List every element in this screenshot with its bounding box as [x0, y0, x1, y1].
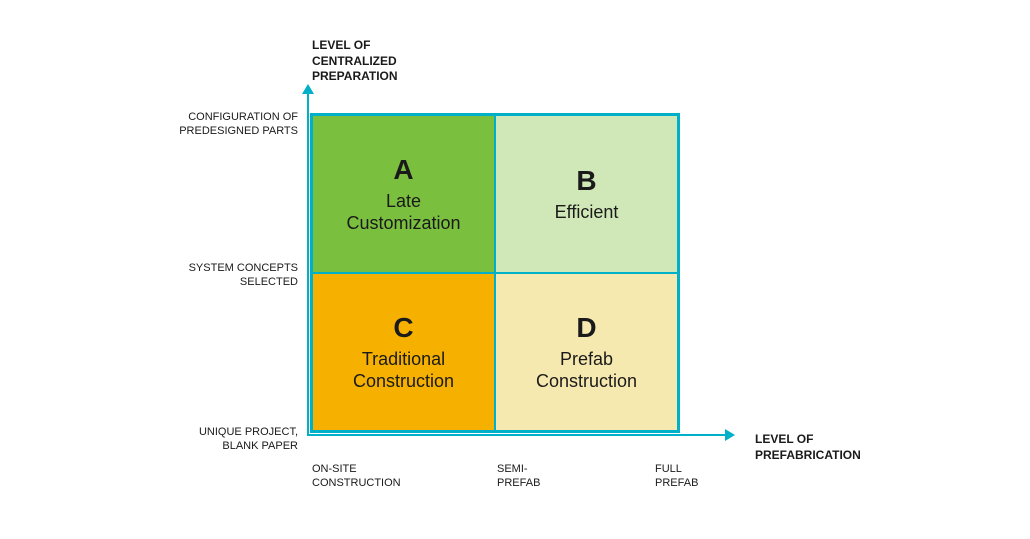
quadrant-d-label: PrefabConstruction	[536, 348, 637, 393]
y-axis-label-top: CONFIGURATION OFPREDESIGNED PARTS	[179, 110, 298, 139]
quadrant-a-label: LateCustomization	[346, 190, 460, 235]
quadrant-c-label: TraditionalConstruction	[353, 348, 454, 393]
quadrant-d-letter: D	[576, 312, 596, 344]
y-axis-title: LEVEL OFCENTRALIZEDPREPARATION	[312, 38, 398, 85]
x-axis-title: LEVEL OFPREFABRICATION	[755, 432, 861, 463]
x-axis-label-right: FULLPREFAB	[655, 462, 698, 491]
quadrant-c-letter: C	[393, 312, 413, 344]
quadrant-grid: A LateCustomization B Efficient C Tradit…	[310, 113, 680, 433]
x-axis-label-mid: SEMI-PREFAB	[497, 462, 540, 491]
quadrant-a-letter: A	[393, 154, 413, 186]
y-axis-label-bottom: UNIQUE PROJECT,BLANK PAPER	[199, 425, 298, 454]
x-axis-label-left: ON-SITECONSTRUCTION	[312, 462, 401, 491]
x-axis-arrow	[307, 434, 727, 436]
quadrant-diagram: LEVEL OFCENTRALIZEDPREPARATION LEVEL OFP…	[0, 0, 1030, 539]
quadrant-b: B Efficient	[495, 115, 678, 273]
quadrant-b-letter: B	[576, 165, 596, 197]
quadrant-b-label: Efficient	[555, 201, 619, 224]
y-axis-arrow	[307, 92, 309, 435]
quadrant-d: D PrefabConstruction	[495, 273, 678, 431]
quadrant-a: A LateCustomization	[312, 115, 495, 273]
quadrant-c: C TraditionalConstruction	[312, 273, 495, 431]
y-axis-label-mid: SYSTEM CONCEPTSSELECTED	[189, 261, 298, 290]
